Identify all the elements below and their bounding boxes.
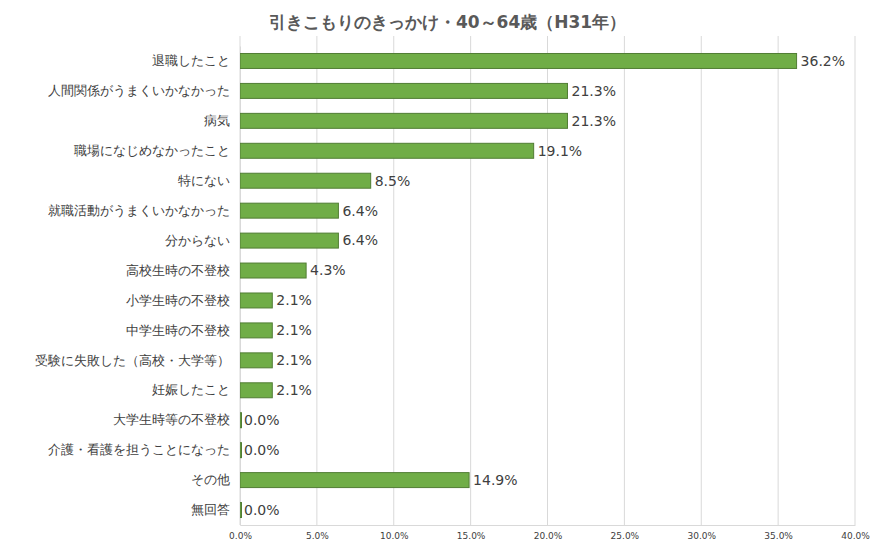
data-label: 0.0% <box>244 412 280 428</box>
tick: 10.0% <box>380 525 409 541</box>
bar <box>240 83 567 98</box>
title: 引きこもりのきっかけ・40～64歳（H31年） <box>269 12 626 32</box>
grid-line <box>855 36 856 525</box>
tick: 中学生時の不登校 <box>126 323 240 338</box>
category-label: 人間関係がうまくいかなかった <box>48 83 230 98</box>
tick-label: 35.0% <box>764 531 793 541</box>
tick: 20.0% <box>534 525 563 541</box>
category-label: 介護・看護を担うことになった <box>48 442 230 457</box>
grid-line <box>470 36 471 525</box>
data-label: 2.1% <box>276 352 312 368</box>
tick: 妊娠したこと <box>152 382 240 397</box>
data-label: 0.0% <box>244 502 280 518</box>
tick: 就職活動がうまくいかなかった <box>48 203 240 218</box>
tick-label: 25.0% <box>611 531 640 541</box>
bar <box>240 53 797 68</box>
tick-label: 15.0% <box>457 531 486 541</box>
data-label: 6.4% <box>342 232 378 248</box>
category-label: 職場になじめなかったこと <box>74 143 230 158</box>
data-label: 36.2% <box>801 53 845 69</box>
tick: 大学生時等の不登校 <box>113 412 240 427</box>
tick: 介護・看護を担うことになった <box>48 442 240 457</box>
data-label: 19.1% <box>538 143 582 159</box>
tick: 5.0% <box>306 525 329 541</box>
bar <box>240 233 338 248</box>
tick: 分からない <box>165 233 240 248</box>
tick: 無回答 <box>191 502 240 517</box>
data-label: 8.5% <box>375 173 411 189</box>
bar <box>240 383 272 398</box>
grid <box>240 36 855 525</box>
bars <box>240 53 797 517</box>
bar <box>240 443 242 458</box>
grid-line <box>240 36 241 525</box>
tick: 35.0% <box>764 525 793 541</box>
data-label: 0.0% <box>244 442 280 458</box>
chart: 引きこもりのきっかけ・40～64歳（H31年） 0.0% 5.0% 10.0% 15.0… <box>0 0 895 554</box>
data-labels: 36.2% 21.3% 21.3% 19.1% 8.5% 6.4% 6.4% 4.3% 2.1%… <box>244 53 845 518</box>
data-label: 4.3% <box>310 262 346 278</box>
data-label: 6.4% <box>342 203 378 219</box>
grid-line <box>547 36 548 525</box>
bar <box>240 203 338 218</box>
tick: 15.0% <box>457 525 486 541</box>
grid-line <box>778 36 779 525</box>
x-axis: 0.0% 5.0% 10.0% 15.0% 20.0% 25.0% 30.0% 35.0% 40… <box>229 525 870 541</box>
category-label: 特にない <box>178 173 230 188</box>
data-label: 2.1% <box>276 292 312 308</box>
tick: 病気 <box>204 113 240 128</box>
bar <box>240 473 469 488</box>
tick: その他 <box>191 472 240 487</box>
category-label: 妊娠したこと <box>152 382 230 397</box>
bar <box>240 293 272 308</box>
tick: 職場になじめなかったこと <box>74 143 240 158</box>
tick-label: 30.0% <box>687 531 716 541</box>
category-label: 小学生時の不登校 <box>126 293 230 308</box>
tick: 受験に失敗した（高校・大学等） <box>35 353 240 368</box>
category-label: 受験に失敗した（高校・大学等） <box>35 353 230 368</box>
grid-line <box>316 36 317 525</box>
category-label: 中学生時の不登校 <box>126 323 230 338</box>
tick: 小学生時の不登校 <box>126 293 240 308</box>
bar <box>240 413 242 428</box>
data-label: 21.3% <box>571 83 615 99</box>
category-label: 就職活動がうまくいかなかった <box>48 203 230 218</box>
bar <box>240 173 371 188</box>
tick: 40.0% <box>841 525 870 541</box>
category-label: 大学生時等の不登校 <box>113 412 230 427</box>
tick: 人間関係がうまくいかなかった <box>48 83 240 98</box>
tick-label: 20.0% <box>534 531 563 541</box>
bar <box>240 263 306 278</box>
bar <box>240 323 272 338</box>
category-label: 病気 <box>204 113 230 128</box>
data-label: 14.9% <box>473 472 517 488</box>
data-label: 2.1% <box>276 322 312 338</box>
grid-line <box>701 36 702 525</box>
tick: 特にない <box>178 173 240 188</box>
tick-label: 0.0% <box>229 531 252 541</box>
tick: 退職したこと <box>152 53 240 68</box>
category-label: 退職したこと <box>152 53 230 68</box>
tick-label: 5.0% <box>306 531 329 541</box>
tick: 高校生時の不登校 <box>126 263 240 278</box>
tick: 25.0% <box>611 525 640 541</box>
data-label: 21.3% <box>571 113 615 129</box>
bar <box>240 143 534 158</box>
bar <box>240 113 567 128</box>
axis-line <box>241 525 856 526</box>
tick-label: 10.0% <box>380 531 409 541</box>
tick: 0.0% <box>229 525 252 541</box>
grid-line <box>393 36 394 525</box>
grid-line <box>624 36 625 525</box>
bar <box>240 353 272 368</box>
tick-label: 40.0% <box>841 531 870 541</box>
y-axis: 退職したこと人間関係がうまくいかなかった病気職場になじめなかったこと特にない就職… <box>35 47 241 526</box>
bar <box>240 503 242 518</box>
category-label: 無回答 <box>191 502 230 517</box>
tick: 30.0% <box>687 525 716 541</box>
data-label: 2.1% <box>276 382 312 398</box>
category-label: 高校生時の不登校 <box>126 263 230 278</box>
category-label: 分からない <box>165 233 230 248</box>
category-label: その他 <box>191 472 230 487</box>
